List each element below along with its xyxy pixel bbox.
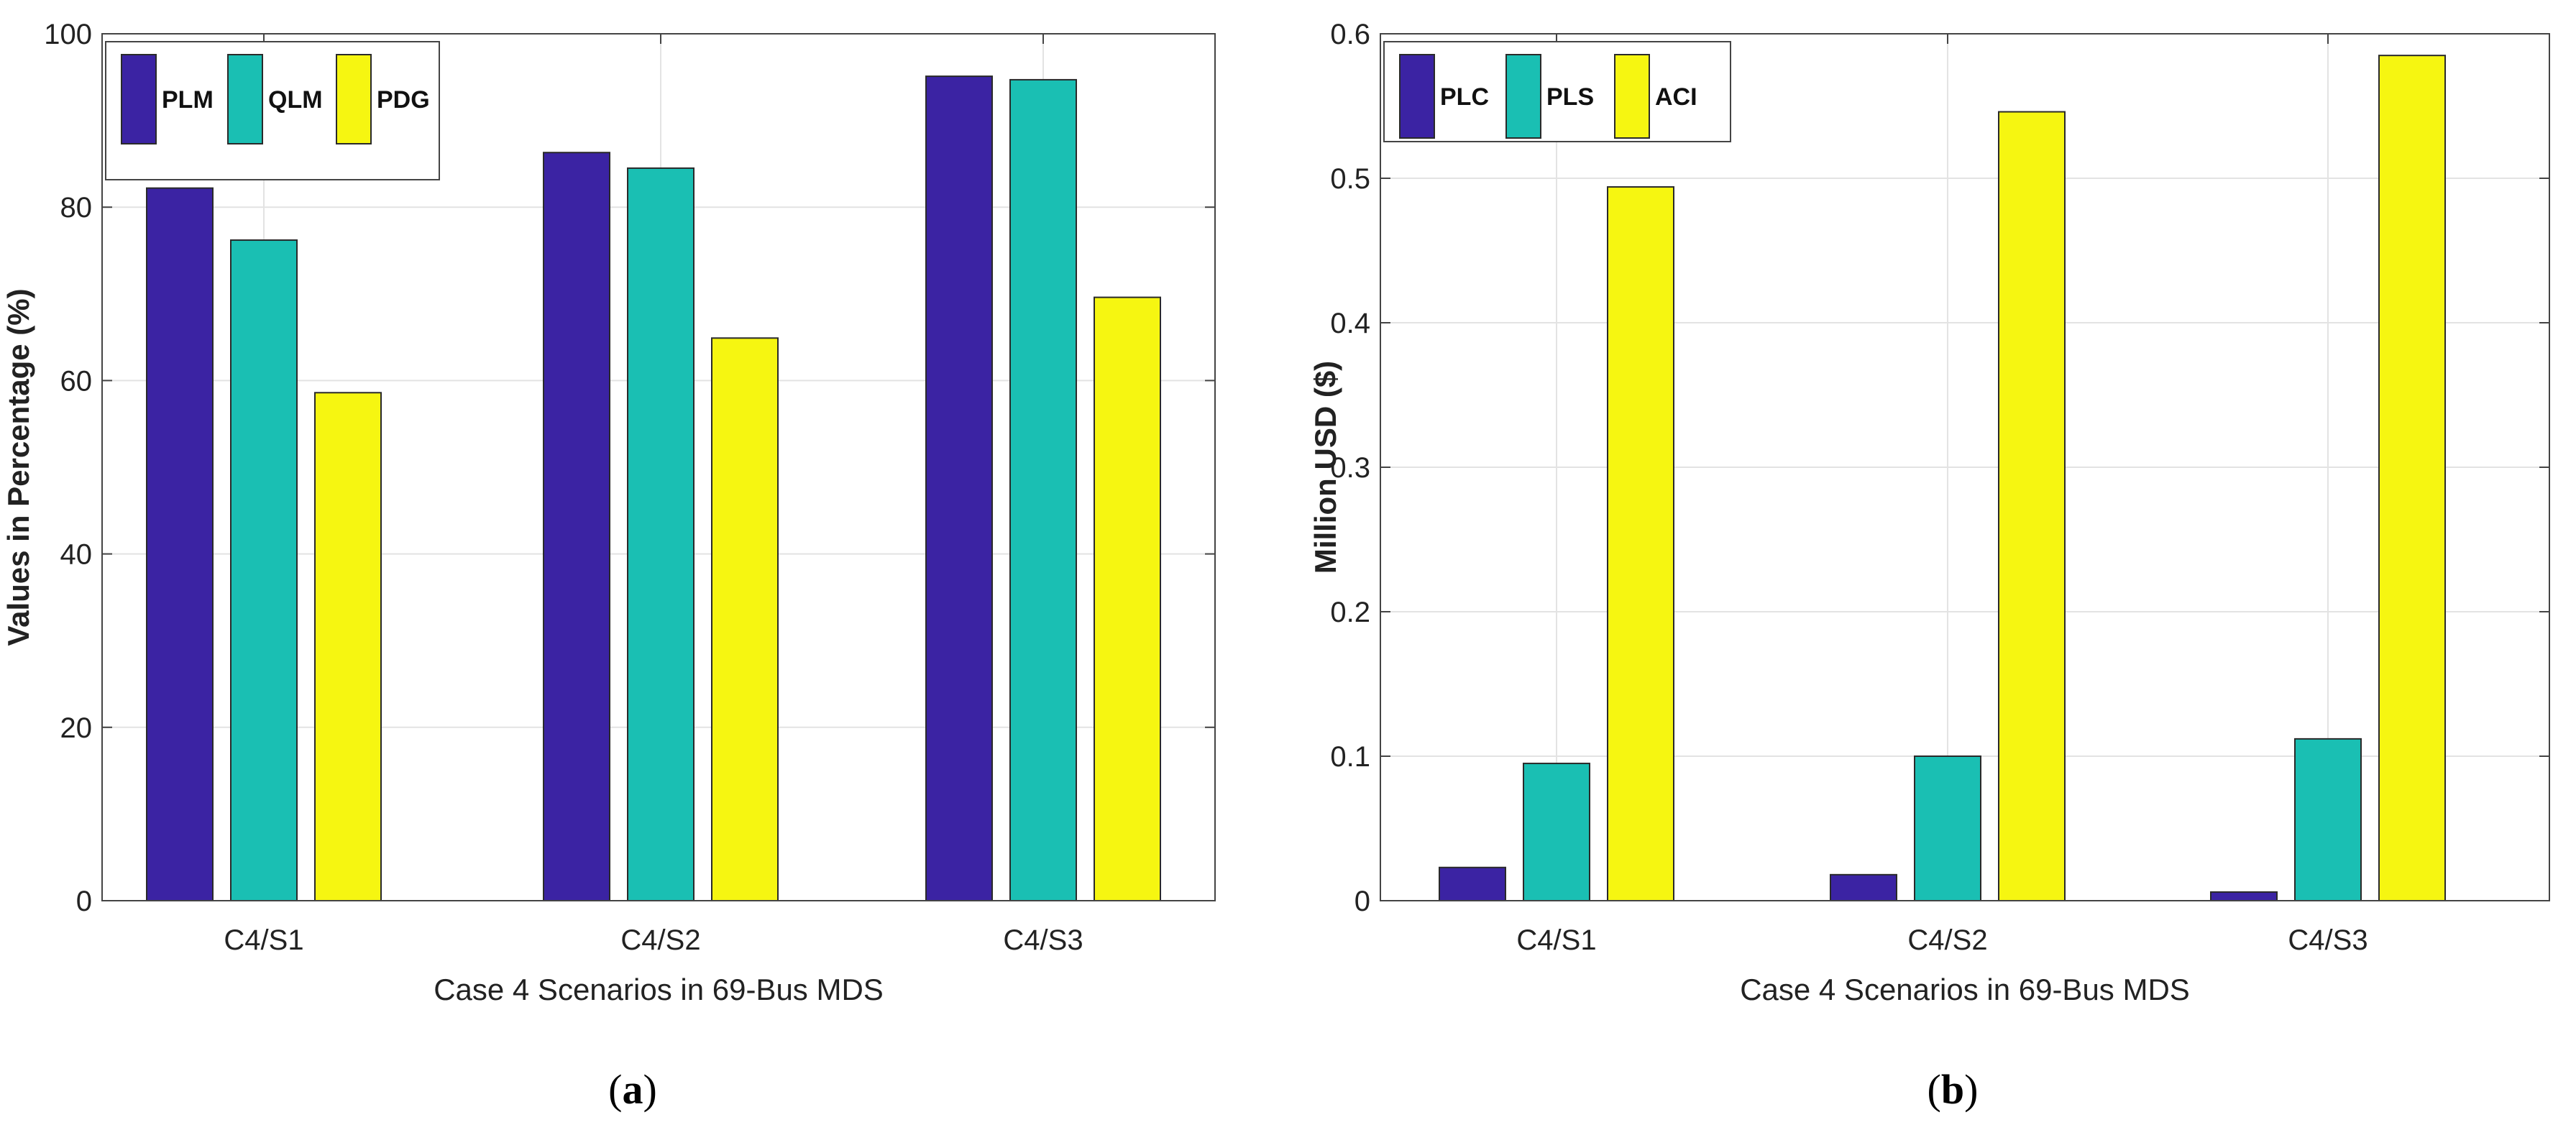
chart-panel-b: 0 0.1 0.2 0.3 0.4 0.5 0.6 C4/S1 C4/S2 C4/S3 PLC PLS… — [1308, 19, 2550, 1113]
y-axis-label: Values in Percentage (%) — [1, 288, 35, 646]
bar-pls-c4-s2 — [1914, 755, 1981, 901]
legend-label-pdg: PDG — [377, 86, 430, 114]
y-tick-label: 0.6 — [1330, 19, 1370, 50]
y-tick-label: 20 — [60, 712, 93, 744]
caption-open-paren: ( — [608, 1066, 622, 1113]
legend-swatch-qlm — [227, 54, 263, 144]
bar-aci-c4-s1 — [1607, 186, 1674, 901]
x-tick-label: C4/S1 — [1516, 924, 1596, 956]
bar-plc-c4-s2 — [1830, 873, 1897, 901]
bar-aci-c4-s3 — [2378, 55, 2446, 901]
legend-label-plm: PLM — [162, 86, 214, 114]
bar-plc-c4-s3 — [2210, 891, 2278, 901]
y-tick-label: 0.1 — [1330, 741, 1370, 773]
y-tick-label: 0 — [76, 886, 92, 917]
y-tick-label: 0.2 — [1330, 597, 1370, 628]
bar-plm-c4-s1 — [146, 187, 214, 901]
legend-label-plc: PLC — [1440, 83, 1489, 111]
bar-aci-c4-s2 — [1998, 111, 2066, 901]
bar-qlm-c4-s1 — [230, 239, 298, 901]
x-tick-label: C4/S2 — [620, 924, 700, 956]
y-tick-label: 100 — [44, 19, 92, 50]
panel-caption: (a) — [608, 1066, 657, 1113]
legend-swatch-plm — [121, 54, 157, 144]
legend-label-qlm: QLM — [268, 86, 323, 114]
legend-label-aci: ACI — [1655, 83, 1697, 111]
x-tick-label: C4/S3 — [2288, 924, 2368, 956]
x-tick-label: C4/S2 — [1907, 924, 1987, 956]
axes-box — [101, 33, 1216, 901]
legend-swatch-pls — [1505, 54, 1541, 139]
caption-close-paren: ) — [1964, 1066, 1978, 1113]
legend-swatch-aci — [1614, 54, 1650, 139]
bar-pls-c4-s3 — [2294, 738, 2362, 901]
legend-box — [1383, 41, 1731, 142]
bar-qlm-c4-s2 — [627, 167, 695, 901]
legend: PLC PLS ACI — [1383, 41, 1731, 142]
bar-plc-c4-s1 — [1439, 866, 1506, 902]
caption-open-paren: ( — [1928, 1066, 1941, 1113]
legend-swatch-plc — [1399, 54, 1435, 139]
y-tick-label: 0.4 — [1330, 308, 1370, 339]
legend-label-pls: PLS — [1546, 83, 1594, 111]
caption-close-paren: ) — [643, 1066, 657, 1113]
legend-swatch-pdg — [336, 54, 372, 144]
legend: PLM QLM PDG — [105, 41, 440, 180]
bar-plm-c4-s2 — [543, 152, 610, 901]
legend-box — [105, 41, 440, 180]
y-axis-label: Million USD ($) — [1308, 361, 1342, 574]
axes-box — [1380, 33, 2550, 901]
y-tick-label: 0.5 — [1330, 163, 1370, 195]
y-tick-label: 0 — [1355, 886, 1370, 917]
bar-qlm-c4-s3 — [1009, 78, 1077, 902]
chart-panel-a: 0 20 40 60 80 100 C4/S1 C4/S2 C4/S3 PLM QLM PDG Case… — [1, 19, 1216, 1113]
bar-pdg-c4-s1 — [314, 392, 382, 901]
x-tick-label: C4/S3 — [1003, 924, 1083, 956]
y-tick-label: 60 — [60, 365, 93, 397]
bar-pdg-c4-s3 — [1094, 296, 1161, 901]
panel-caption: (b) — [1928, 1066, 1979, 1113]
x-axis-label: Case 4 Scenarios in 69-Bus MDS — [1740, 973, 2190, 1006]
x-axis-label: Case 4 Scenarios in 69-Bus MDS — [434, 973, 884, 1006]
x-tick-label: C4/S1 — [224, 924, 303, 956]
caption-letter: a — [623, 1066, 643, 1113]
bar-pls-c4-s1 — [1523, 763, 1590, 902]
y-tick-label: 80 — [60, 192, 93, 224]
caption-letter: b — [1941, 1066, 1964, 1113]
bar-pdg-c4-s2 — [711, 337, 779, 901]
bar-plm-c4-s3 — [925, 75, 993, 902]
y-tick-label: 0.3 — [1330, 452, 1370, 484]
y-tick-label: 40 — [60, 539, 93, 571]
